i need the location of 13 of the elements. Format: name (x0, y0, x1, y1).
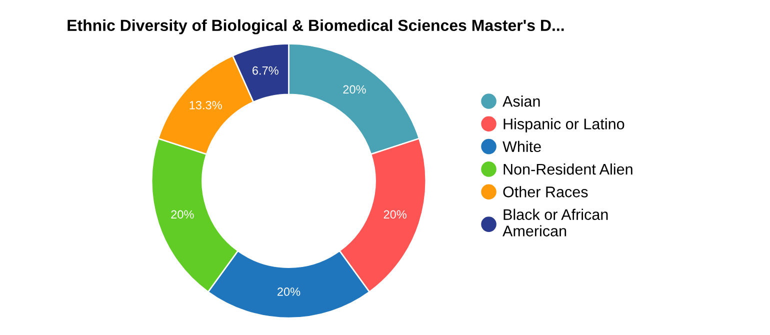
legend-label: Hispanic or Latino (504, 118, 624, 132)
legend-label: Other Races (503, 186, 588, 198)
legend-label: White (502, 140, 541, 152)
legend-label: Black or African American (502, 208, 608, 236)
chart-title: Ethnic Diversity of Biological & Biomedical Sciences Master's D... (68, 19, 564, 34)
data-label: 13.3% (190, 100, 222, 110)
data-label: 6.7% (252, 66, 278, 75)
legend-label: Asian (502, 96, 540, 107)
data-label: 20% (384, 210, 406, 219)
data-label: 20% (278, 288, 300, 296)
data-label: 20% (343, 85, 366, 94)
legend-label: Non-Resident Alien (504, 163, 632, 175)
data-label: 20% (171, 210, 194, 219)
